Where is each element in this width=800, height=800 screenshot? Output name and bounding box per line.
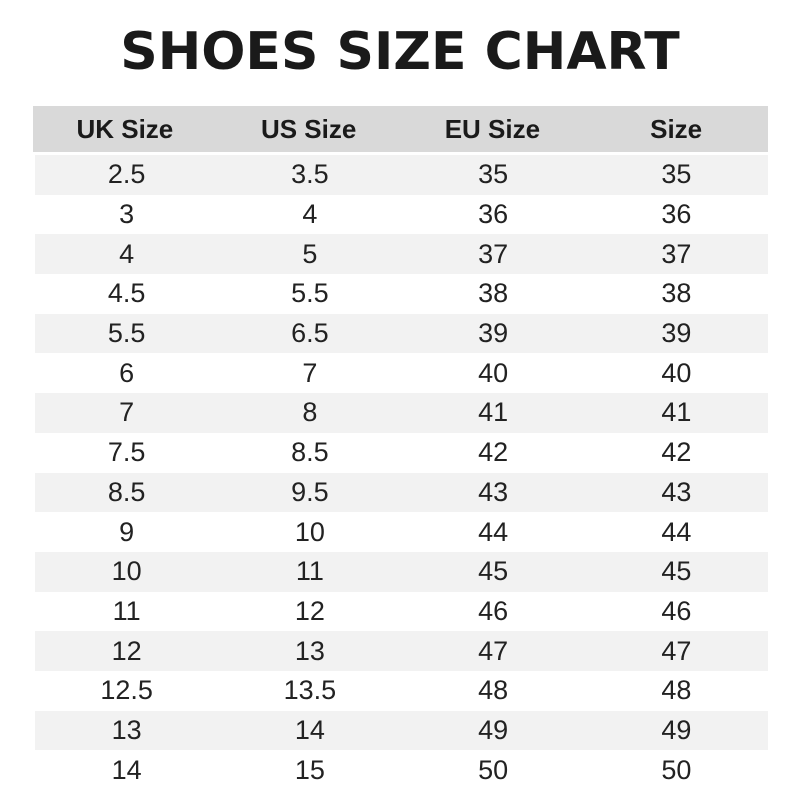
table-cell: 46 — [661, 595, 692, 626]
table-cell: 50 — [661, 754, 692, 785]
table-row: 3 4 36 36 — [35, 195, 768, 235]
table-cell: 40 — [661, 357, 692, 388]
table-row: 12.5 13.5 48 48 — [35, 671, 768, 711]
table-cell: 36 — [478, 199, 509, 230]
table-cell: 7 — [119, 397, 135, 428]
table-cell: 4 — [119, 238, 135, 269]
header-size: Size — [650, 113, 703, 144]
table-cell: 7.5 — [107, 437, 146, 468]
table-cell: 45 — [661, 556, 692, 587]
header-uk-size: UK Size — [76, 113, 174, 144]
table-cell: 3 — [119, 199, 135, 230]
table-cell: 12 — [294, 595, 325, 626]
table-cell: 44 — [661, 516, 692, 547]
table-row: 10 11 45 45 — [35, 551, 768, 592]
table-cell: 47 — [478, 635, 509, 666]
table-row: 13 14 49 49 — [35, 710, 768, 751]
table-cell: 42 — [478, 437, 509, 468]
table-cell: 5.5 — [291, 278, 329, 309]
table-cell: 39 — [478, 318, 509, 349]
table-cell: 10 — [294, 516, 325, 547]
table-cell: 9.5 — [291, 476, 329, 507]
table-cell: 4 — [302, 199, 318, 230]
header-eu-size: EU Size — [444, 113, 541, 144]
table-cell: 11 — [112, 595, 141, 626]
table-cell: 35 — [478, 159, 509, 190]
table-cell: 8 — [302, 397, 318, 428]
table-row: 7.5 8.5 42 42 — [35, 433, 768, 473]
table-cell: 41 — [478, 397, 509, 428]
table-cell: 49 — [478, 714, 509, 745]
table-cell: 11 — [295, 556, 324, 587]
table-cell: 7 — [302, 357, 318, 388]
table-cell: 39 — [661, 318, 692, 349]
table-row: 4.5 5.5 38 38 — [35, 274, 768, 314]
table-cell: 12.5 — [100, 675, 153, 706]
table-cell: 3.5 — [291, 159, 329, 190]
table-row: 14 15 50 50 — [35, 750, 768, 790]
table-row: 8.5 9.5 43 43 — [35, 472, 768, 513]
table-cell: 41 — [661, 397, 692, 428]
table-cell: 13 — [294, 635, 325, 666]
table-row: 7 8 41 41 — [35, 393, 768, 433]
table-row: 5.5 6.5 39 39 — [35, 313, 768, 354]
table-cell: 44 — [478, 516, 509, 547]
table-cell: 2.5 — [107, 159, 146, 190]
table-cell: 9 — [119, 516, 135, 547]
table-cell: 36 — [661, 199, 692, 230]
size-table: UK Size US Size EU Size Size 2.5 3.5 35 35 3… — [33, 106, 768, 790]
table-cell: 8.5 — [107, 476, 146, 507]
table-cell: 6.5 — [291, 318, 329, 349]
table-row: 12 13 47 47 — [35, 631, 768, 671]
table-cell: 42 — [661, 437, 692, 468]
table-cell: 4.5 — [107, 278, 146, 309]
table-cell: 35 — [661, 159, 692, 190]
table-cell: 37 — [478, 238, 509, 269]
table-cell: 14 — [111, 754, 142, 785]
table-cell: 40 — [478, 357, 509, 388]
table-cell: 43 — [661, 476, 692, 507]
table-cell: 5 — [302, 238, 318, 269]
table-cell: 48 — [661, 675, 692, 706]
table-cell: 45 — [478, 556, 509, 587]
table-body: 2.5 3.5 35 35 3 4 36 36 4 5 37 37 4.5 5.5 38 38 5.5 6.5 39… — [33, 155, 768, 790]
table-cell: 46 — [478, 595, 509, 626]
table-cell: 49 — [661, 714, 692, 745]
table-cell: 50 — [478, 754, 509, 785]
table-cell: 10 — [111, 556, 142, 587]
table-cell: 38 — [478, 278, 509, 309]
table-row: 2.5 3.5 35 35 — [35, 155, 768, 195]
table-cell: 5.5 — [107, 318, 146, 349]
header-us-size: US Size — [260, 113, 357, 144]
table-cell: 38 — [661, 278, 692, 309]
table-cell: 47 — [661, 635, 692, 666]
table-header: UK Size US Size EU Size Size — [33, 106, 768, 152]
table-row: 9 10 44 44 — [35, 512, 768, 552]
table-cell: 6 — [119, 357, 135, 388]
table-cell: 37 — [661, 238, 692, 269]
table-cell: 14 — [294, 714, 325, 745]
table-cell: 8.5 — [291, 437, 329, 468]
table-cell: 12 — [111, 635, 142, 666]
table-cell: 48 — [478, 675, 509, 706]
table-cell: 13 — [111, 714, 142, 745]
table-cell: 13.5 — [283, 675, 337, 706]
table-row: 11 12 46 46 — [35, 592, 768, 632]
table-cell: 15 — [294, 754, 325, 785]
page-title: SHOES SIZE CHART — [120, 22, 680, 82]
table-row: 4 5 37 37 — [35, 234, 768, 275]
table-cell: 43 — [478, 476, 509, 507]
table-row: 6 7 40 40 — [35, 353, 768, 393]
